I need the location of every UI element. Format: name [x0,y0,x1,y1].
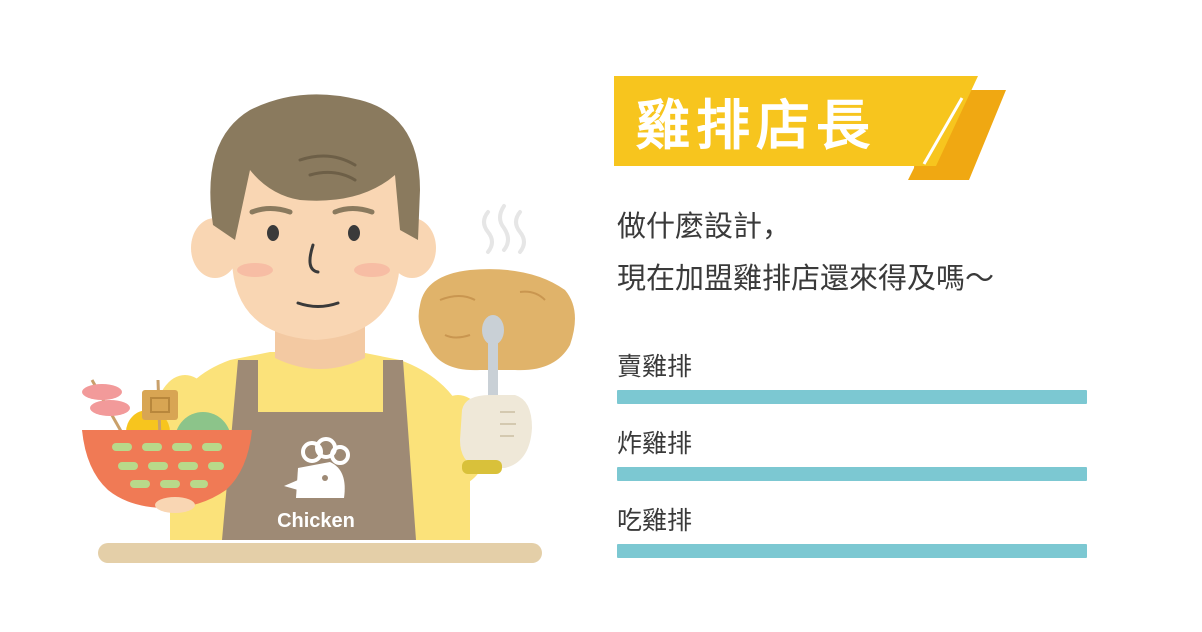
banner-main [614,76,978,166]
left-eye [267,225,279,241]
glove-hand [460,395,532,468]
question-line-2: 現在加盟雞排店還來得及嗎～ [617,261,995,295]
apron-bib [258,412,383,427]
question-line-1: 做什麼設計， [617,209,792,243]
option-bar [617,390,1087,404]
option-label: 炸雞排 [617,429,693,458]
page-title: 雞排店長 [636,94,876,157]
option-bar [617,467,1087,481]
chef-illustration: Chicken [82,94,575,563]
option-label: 吃雞排 [617,506,693,535]
option-eat[interactable]: 吃雞排 [617,504,1087,558]
option-sell[interactable]: 賣雞排 [617,350,1087,404]
steam-icon [482,204,526,254]
apron-text: Chicken [277,510,355,532]
chicken-head-icon [284,437,350,498]
question-text: 做什麼設計， 現在加盟雞排店還來得及嗎～ [617,200,994,304]
title-banner [614,76,1006,180]
option-label: 賣雞排 [617,352,693,381]
hair [210,94,420,240]
option-bar [617,544,1087,558]
skewer-stick [488,330,498,405]
option-fry[interactable]: 炸雞排 [617,427,1087,481]
mouth [296,301,340,308]
right-eye [348,225,360,241]
counter [98,543,542,563]
